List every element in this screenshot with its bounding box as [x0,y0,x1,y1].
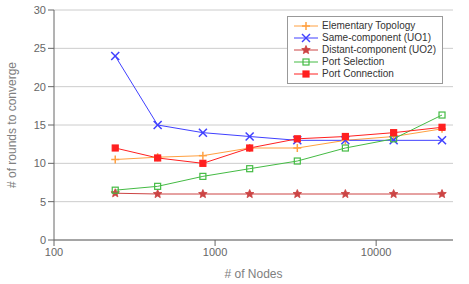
svg-text:15: 15 [34,119,46,131]
svg-text:0: 0 [40,234,46,246]
html-text:Port Connection: Port Connection [322,68,394,79]
html-text:Same-component (UO1): Same-component (UO1) [322,32,431,43]
html-text:Elementary Topology: Elementary Topology [322,20,416,31]
svg-text:30: 30 [34,4,46,16]
svg-text:10: 10 [34,157,46,169]
svg-text:100: 100 [45,246,63,258]
svg-text:# of Nodes: # of Nodes [224,267,282,281]
svg-text:10000: 10000 [361,246,392,258]
html-text:Port Selection: Port Selection [322,56,385,67]
html-text:Distant-component (UO2): Distant-component (UO2) [322,44,436,55]
svg-text:# of rounds to converge: # of rounds to converge [8,62,19,188]
svg-text:1000: 1000 [203,246,227,258]
svg-text:5: 5 [40,196,46,208]
svg-text:20: 20 [34,81,46,93]
svg-text:25: 25 [34,42,46,54]
